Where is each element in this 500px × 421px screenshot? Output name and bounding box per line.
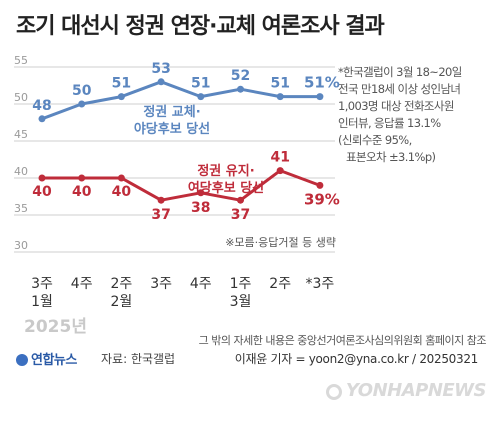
- data-point: [197, 93, 205, 101]
- source-text: 자료: 한국갤럽: [101, 352, 176, 366]
- data-point: [117, 93, 125, 101]
- data-label: 51: [270, 76, 289, 92]
- data-label: 41: [270, 150, 289, 166]
- data-label: 40: [32, 184, 52, 200]
- data-point: [197, 189, 205, 197]
- data-point: [237, 196, 244, 204]
- survey-note-line: *한국갤럽이 3월 18~20일: [338, 65, 462, 79]
- data-point: [276, 93, 284, 101]
- data-point: [38, 174, 46, 182]
- series-label: 정권 유지·: [197, 163, 254, 179]
- series-line: [41, 80, 320, 121]
- data-point: [316, 181, 324, 189]
- line-chart: 30 35 40 45 50 55 3주 1월 4주 2주 2월 3주 4주 1주 3월 2주 *3주 48 50 5…: [14, 54, 340, 310]
- data-point: [157, 196, 165, 204]
- data-point: [117, 174, 125, 182]
- y-tick-label: 50: [14, 91, 28, 104]
- y-tick-label: 30: [14, 239, 28, 252]
- series-label: 정권 교체·: [143, 104, 200, 120]
- x-tick-label: 4주: [190, 276, 212, 292]
- x-tick-label: 1주: [230, 276, 252, 292]
- logo-icon: [16, 354, 28, 366]
- x-tick-label: 1월: [31, 294, 53, 310]
- y-tick-label: 55: [14, 54, 28, 67]
- data-point: [237, 85, 244, 93]
- page-title: 조기 대선시 정권 연장·교체 여론조사 결과: [16, 14, 385, 39]
- x-tick-label: 2주: [111, 276, 133, 292]
- survey-note-line: 전국 만18세 이상 성인남녀: [338, 82, 461, 96]
- watermark-text: YONHAPNEWS: [345, 380, 487, 401]
- data-label: 40: [72, 184, 92, 200]
- data-label: 52: [231, 68, 250, 84]
- data-label: 48: [32, 98, 51, 114]
- data-label: 37: [151, 207, 170, 223]
- data-point: [276, 167, 284, 175]
- author-credit: 이재윤 기자 = yoon2@yna.co.kr / 20250321: [234, 352, 479, 366]
- survey-note-line: 인터뷰, 응답률 13.1%: [338, 116, 441, 130]
- x-tick-label: 3주: [31, 276, 53, 292]
- data-point: [38, 115, 46, 123]
- survey-note-line: 표본오차 ±3.1%p): [346, 150, 436, 164]
- footnote: 그 밖의 자세한 내용은 중앙선거여론조사심의위원회 홈페이지 참조: [198, 334, 487, 347]
- series-label: 야당후보 당선: [134, 121, 210, 137]
- watermark-logo-icon: [325, 384, 342, 400]
- x-tick-label: 3주: [150, 276, 172, 292]
- nonresponse-note: ※모름·응답거절 등 생략: [225, 236, 336, 249]
- data-label: 53: [151, 61, 170, 77]
- logo-text: 연합뉴스: [31, 353, 77, 368]
- x-tick-label: *3주: [306, 276, 335, 292]
- data-label: 50: [72, 83, 92, 99]
- survey-note-line: (신뢰수준 95%,: [338, 133, 412, 147]
- series-line: [42, 169, 321, 202]
- series-label: 여당후보 당선: [188, 180, 264, 196]
- data-label: 40: [112, 184, 132, 200]
- data-label: 51: [112, 76, 131, 92]
- data-label: 51: [191, 76, 210, 92]
- watermark: YONHAPNEWS: [325, 380, 487, 401]
- x-tick-label: 4주: [71, 276, 93, 292]
- data-label: 38: [191, 200, 210, 216]
- x-tick-label: 3월: [230, 294, 252, 310]
- survey-note-line: 1,003명 대상 전화조사원: [338, 99, 454, 113]
- data-point: [157, 78, 165, 86]
- x-tick-label: 2주: [269, 276, 291, 292]
- y-tick-label: 40: [14, 165, 28, 178]
- data-point: [78, 174, 86, 182]
- year-label: 2025년: [24, 317, 87, 337]
- y-tick-label: 45: [14, 128, 28, 141]
- x-tick-label: 2월: [111, 294, 133, 310]
- data-point: [78, 100, 86, 108]
- data-label: 39%: [304, 190, 340, 208]
- y-tick-label: 35: [14, 202, 28, 215]
- yonhap-logo: 연합뉴스: [16, 349, 77, 368]
- data-label: 37: [231, 207, 250, 223]
- data-point: [316, 93, 324, 101]
- data-label: 51%: [304, 74, 340, 92]
- survey-note: *한국갤럽이 3월 18~20일 전국 만18세 이상 성인남녀 1,003명 …: [338, 64, 498, 166]
